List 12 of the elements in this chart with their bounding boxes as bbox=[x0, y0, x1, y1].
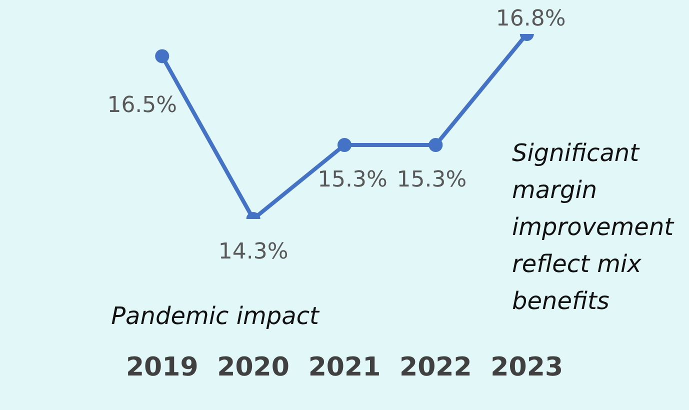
x-tick-label: 2022 bbox=[400, 352, 472, 382]
annotation: Significant margin improvement reflect mix benefits bbox=[512, 139, 676, 316]
data-label: 14.3% bbox=[218, 240, 288, 265]
data-label: 15.3% bbox=[396, 168, 467, 193]
text: Pandemic impact bbox=[111, 302, 321, 330]
data-label: 16.8% bbox=[496, 6, 566, 32]
x-tick-label: 2023 bbox=[490, 352, 564, 382]
x-tick-label: 2019 bbox=[126, 352, 198, 382]
data-label: 15.3% bbox=[318, 168, 388, 193]
data-label: 16.5% bbox=[107, 92, 178, 118]
x-tick-label: 2021 bbox=[308, 352, 381, 382]
x-tick-label: 2020 bbox=[217, 352, 290, 382]
